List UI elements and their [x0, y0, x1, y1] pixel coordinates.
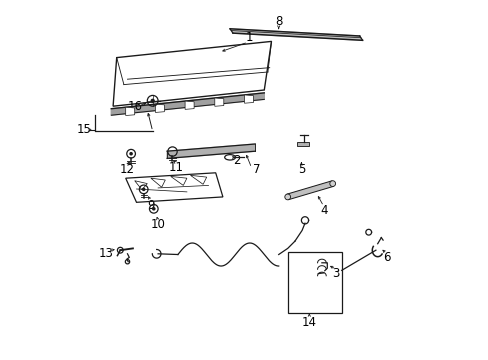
Text: 13: 13	[98, 247, 113, 260]
Polygon shape	[125, 107, 134, 116]
Text: 2: 2	[232, 154, 240, 167]
Polygon shape	[167, 144, 255, 158]
Circle shape	[152, 207, 155, 211]
Text: 4: 4	[319, 204, 327, 217]
Bar	[287, 252, 341, 313]
Polygon shape	[230, 29, 362, 40]
Text: 14: 14	[301, 316, 316, 329]
Text: 7: 7	[253, 163, 260, 176]
Text: 3: 3	[332, 267, 339, 280]
Circle shape	[284, 194, 290, 200]
Text: 5: 5	[297, 163, 305, 176]
Polygon shape	[286, 181, 333, 200]
Text: 11: 11	[168, 161, 183, 174]
Circle shape	[129, 152, 133, 156]
Polygon shape	[111, 93, 264, 115]
Polygon shape	[214, 98, 224, 106]
Polygon shape	[296, 142, 309, 146]
Text: 15: 15	[77, 123, 92, 136]
Text: 8: 8	[274, 15, 282, 28]
Circle shape	[150, 99, 155, 103]
Circle shape	[142, 188, 145, 191]
Text: 10: 10	[150, 219, 165, 231]
Circle shape	[329, 181, 335, 186]
Text: 12: 12	[120, 163, 135, 176]
Polygon shape	[185, 101, 194, 109]
Text: 9: 9	[147, 199, 154, 212]
Text: 6: 6	[382, 251, 389, 264]
Text: 16: 16	[127, 100, 142, 113]
Polygon shape	[155, 104, 164, 112]
Text: 1: 1	[245, 31, 253, 44]
Polygon shape	[244, 95, 253, 103]
